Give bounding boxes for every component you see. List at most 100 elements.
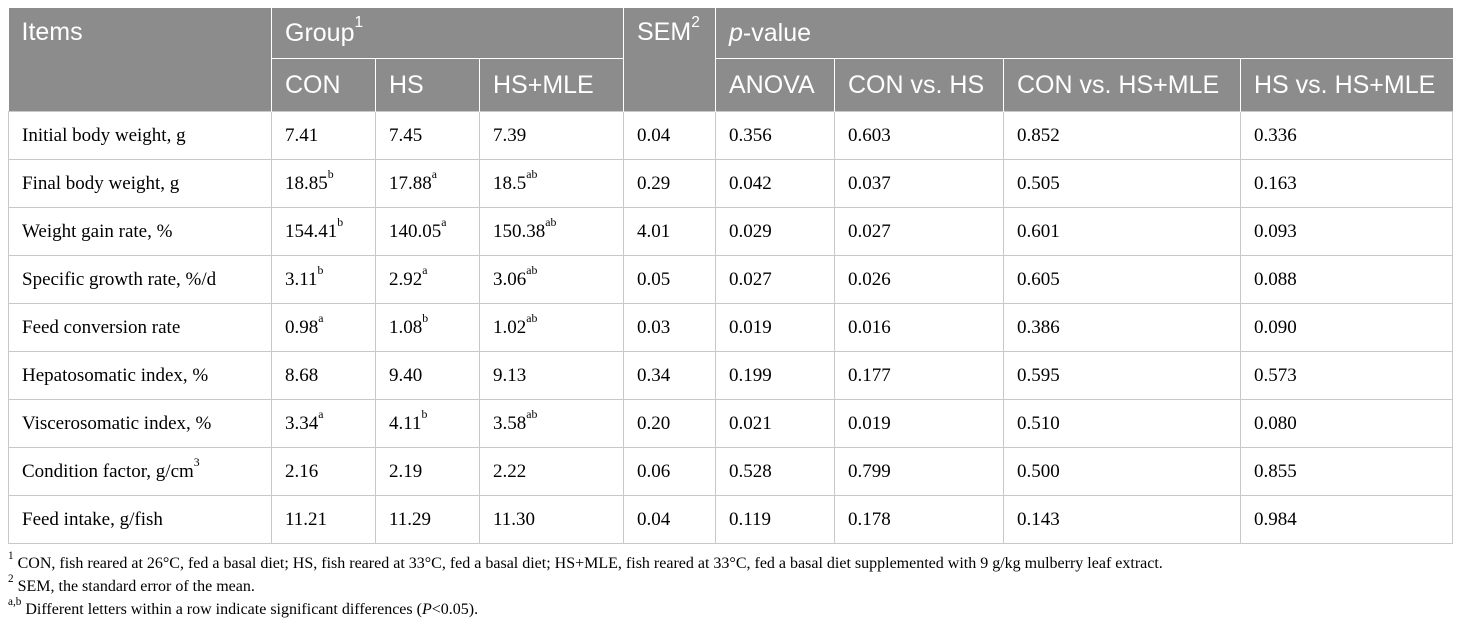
footnote-3: a,b Different letters within a row indic…	[8, 596, 1452, 621]
table-row: Specific growth rate, %/d 3.11b 2.92a 3.06a…	[8, 255, 1453, 304]
table-body: Initial body weight, g 7.41 7.45 7.39 0.04 0.…	[8, 111, 1453, 544]
cell-hs: 9.40	[375, 351, 480, 400]
cell-con-value: 18.85	[285, 172, 328, 194]
cell-hs: 4.11b	[375, 399, 480, 448]
cell-anova: 0.029	[715, 207, 835, 256]
cell-anova: 0.528	[715, 447, 835, 496]
cell-hs-mle-superscript: ab	[526, 264, 538, 278]
cell-con-value: 7.41	[285, 124, 319, 146]
cell-con: 2.16	[271, 447, 376, 496]
header-hs-vs-hs-mle: HS vs. HS+MLE	[1240, 58, 1453, 112]
cell-sem: 0.03	[623, 303, 716, 352]
cell-sem-value: 0.29	[637, 172, 671, 194]
cell-sem-value: 0.06	[637, 460, 671, 482]
cell-hs-mle-value: 7.39	[493, 124, 527, 146]
cell-anova: 0.027	[715, 255, 835, 304]
footnote-2: 2 SEM, the standard error of the mean.	[8, 573, 1452, 598]
cell-anova: 0.356	[715, 111, 835, 160]
cell-hs-vs-hs-mle: 0.093	[1240, 207, 1453, 256]
cell-con-vs-hs-value: 0.603	[848, 124, 891, 146]
cell-item-label-value: Specific growth rate, %/d	[22, 268, 217, 290]
cell-con-value: 3.11	[285, 268, 318, 290]
cell-hs-mle-value: 2.22	[493, 460, 527, 482]
cell-hs-vs-hs-mle: 0.336	[1240, 111, 1453, 160]
cell-hs-superscript: a	[431, 168, 437, 182]
cell-con-vs-hs-value: 0.037	[848, 172, 891, 194]
cell-anova-value: 0.029	[729, 220, 772, 242]
footnote-1: 1 CON, fish reared at 26°C, fed a basal …	[8, 550, 1452, 575]
cell-hs-vs-hs-mle-value: 0.093	[1254, 220, 1297, 242]
cell-con-vs-hs-mle: 0.601	[1003, 207, 1241, 256]
cell-item-label-value: Hepatosomatic index, %	[22, 364, 209, 386]
cell-hs-mle: 150.38ab	[479, 207, 624, 256]
cell-anova-value: 0.119	[729, 508, 772, 530]
cell-con-vs-hs-value: 0.016	[848, 316, 891, 338]
cell-hs-value: 1.08	[389, 316, 423, 338]
header-group: Group1	[271, 8, 624, 59]
cell-con-vs-hs-value: 0.019	[848, 412, 891, 434]
cell-hs-vs-hs-mle: 0.080	[1240, 399, 1453, 448]
cell-con-vs-hs-mle-value: 0.852	[1017, 124, 1060, 146]
cell-con-vs-hs-mle-value: 0.143	[1017, 508, 1060, 530]
table-row: Viscerosomatic index, % 3.34a 4.11b 3.58ab 0…	[8, 399, 1453, 448]
table-row: Feed intake, g/fish 11.21 11.29 11.30 0.04 0.…	[8, 495, 1453, 544]
cell-hs-mle-value: 3.58	[493, 412, 527, 434]
table-row: Feed conversion rate 0.98a 1.08b 1.02ab 0.03…	[8, 303, 1453, 352]
cell-con-vs-hs-mle: 0.505	[1003, 159, 1241, 208]
cell-con-vs-hs-value: 0.799	[848, 460, 891, 482]
table-row: Condition factor, g/cm3 2.16 2.19 2.22 0.06 0…	[8, 447, 1453, 496]
cell-item-label: Initial body weight, g	[8, 111, 272, 160]
cell-con-value: 11.21	[285, 508, 328, 530]
cell-sem: 0.29	[623, 159, 716, 208]
cell-hs-mle-superscript: ab	[526, 168, 538, 182]
header-group-label: Group	[285, 18, 355, 47]
cell-hs-vs-hs-mle-value: 0.090	[1254, 316, 1297, 338]
cell-anova-value: 0.356	[729, 124, 772, 146]
cell-con-vs-hs: 0.019	[834, 399, 1004, 448]
cell-item-label-value: Viscerosomatic index, %	[22, 412, 212, 434]
cell-con-vs-hs-value: 0.027	[848, 220, 891, 242]
cell-con-vs-hs-mle-value: 0.500	[1017, 460, 1060, 482]
cell-hs-mle-superscript: ab	[526, 408, 538, 422]
cell-hs-vs-hs-mle: 0.163	[1240, 159, 1453, 208]
cell-anova-value: 0.027	[729, 268, 772, 290]
cell-con: 18.85b	[271, 159, 376, 208]
table-header: Items Group1 SEM2 p-value CON HS HS+MLE …	[8, 8, 1453, 112]
cell-hs-mle: 3.06ab	[479, 255, 624, 304]
table-row: Hepatosomatic index, % 8.68 9.40 9.13 0.34 0.…	[8, 351, 1453, 400]
header-p-italic: p	[729, 18, 743, 47]
cell-con-vs-hs-value: 0.026	[848, 268, 891, 290]
cell-item-label-value: Initial body weight, g	[22, 124, 186, 146]
cell-hs-vs-hs-mle: 0.984	[1240, 495, 1453, 544]
footnote-3-text-before: Different letters within a row indicate …	[21, 601, 422, 618]
cell-anova-value: 0.021	[729, 412, 772, 434]
cell-con-vs-hs-mle: 0.386	[1003, 303, 1241, 352]
cell-hs-vs-hs-mle: 0.090	[1240, 303, 1453, 352]
header-hs: HS	[375, 58, 480, 112]
cell-hs-value: 7.45	[389, 124, 423, 146]
cell-anova: 0.119	[715, 495, 835, 544]
cell-con-vs-hs-value: 0.177	[848, 364, 891, 386]
cell-con-vs-hs: 0.027	[834, 207, 1004, 256]
cell-sem: 4.01	[623, 207, 716, 256]
cell-con-value: 2.16	[285, 460, 319, 482]
header-hs-mle: HS+MLE	[479, 58, 624, 112]
cell-sem-value: 0.05	[637, 268, 671, 290]
cell-hs-vs-hs-mle-value: 0.984	[1254, 508, 1297, 530]
cell-con: 11.21	[271, 495, 376, 544]
cell-hs-mle-superscript: ab	[545, 216, 557, 230]
cell-hs-vs-hs-mle-value: 0.080	[1254, 412, 1297, 434]
cell-con: 3.34a	[271, 399, 376, 448]
header-items: Items	[8, 8, 272, 112]
cell-hs-mle-value: 9.13	[493, 364, 527, 386]
cell-hs-vs-hs-mle-value: 0.088	[1254, 268, 1297, 290]
cell-con-vs-hs-mle-value: 0.605	[1017, 268, 1060, 290]
cell-hs-mle: 7.39	[479, 111, 624, 160]
cell-anova-value: 0.528	[729, 460, 772, 482]
cell-con: 7.41	[271, 111, 376, 160]
cell-con-vs-hs: 0.178	[834, 495, 1004, 544]
cell-con-value: 0.98	[285, 316, 319, 338]
cell-item-label-value: Feed intake, g/fish	[22, 508, 163, 530]
cell-hs: 2.92a	[375, 255, 480, 304]
cell-con-superscript: a	[318, 312, 324, 326]
